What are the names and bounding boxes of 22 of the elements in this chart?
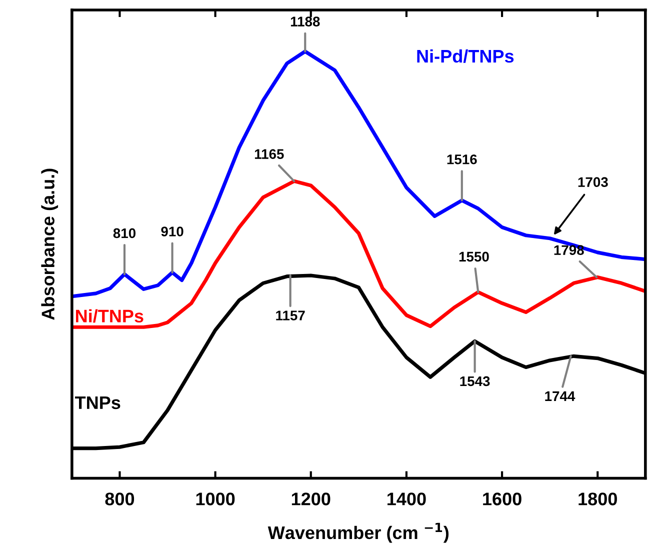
- y-axis-title: Absorbance (a.u.): [41, 168, 58, 320]
- series-label: Ni/TNPs: [76, 309, 144, 323]
- x-tick-label: 1600: [483, 492, 522, 506]
- annotation: 1157: [276, 310, 305, 320]
- annotation: 910: [161, 226, 184, 236]
- x-tick-label: 800: [105, 492, 134, 506]
- annotation: 1188: [290, 16, 320, 26]
- x-axis-title: Wavenumber (cm $^{−1}$): [268, 522, 449, 543]
- text: Ni-Pd/TNPs: [417, 49, 514, 63]
- annotation: 810: [113, 228, 136, 238]
- annotation: 1516: [447, 154, 477, 164]
- x-tick-label: 1400: [388, 492, 426, 506]
- annotation: 1703: [578, 177, 608, 188]
- text: TNPs: [75, 396, 120, 410]
- annotation: 1550: [459, 252, 489, 262]
- annotation: 1543: [460, 376, 490, 386]
- x-tick-label: 1800: [578, 492, 617, 506]
- annotation: 1165: [254, 149, 284, 159]
- annotation: 1744: [545, 391, 576, 401]
- x-tick-label: 1200: [292, 492, 330, 506]
- annotation: 1798: [554, 245, 584, 256]
- x-tick-label: 1000: [196, 492, 235, 506]
